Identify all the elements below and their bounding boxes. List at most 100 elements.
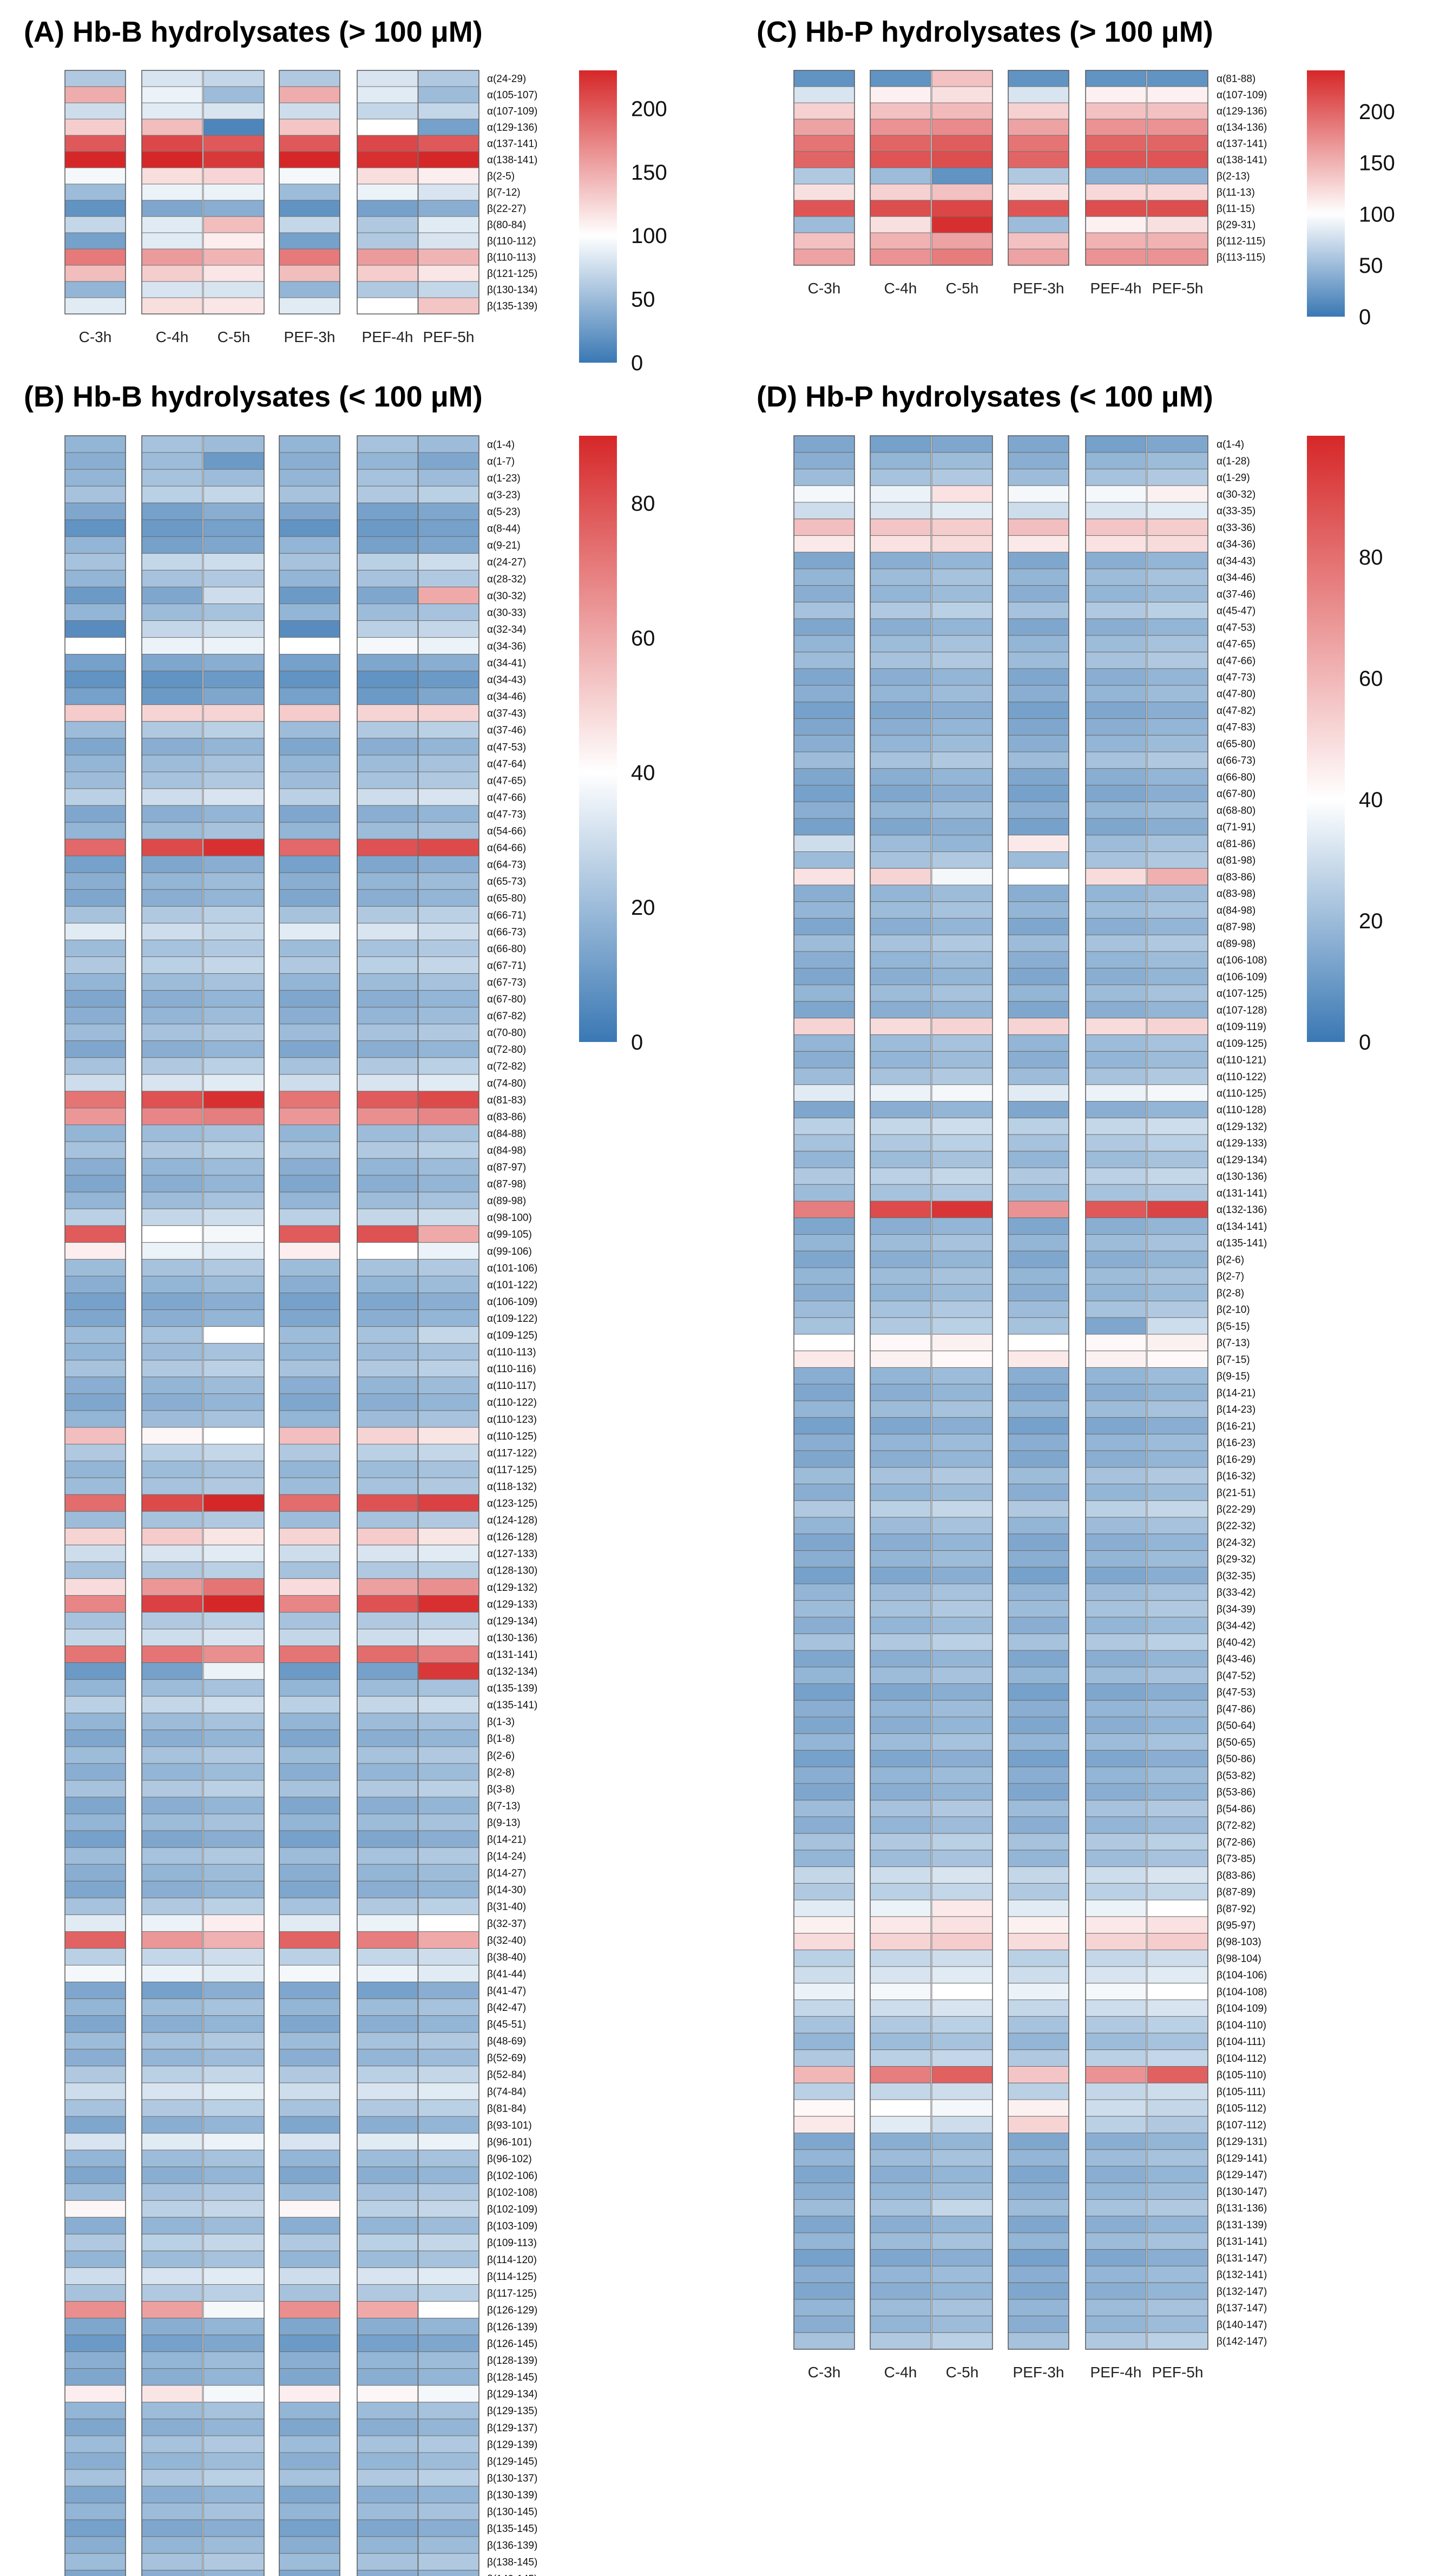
heatmap-cell: [870, 1034, 931, 1052]
heatmap-cell: [1147, 1617, 1208, 1634]
heatmap-cell: [279, 135, 340, 152]
row-label: β(129-137): [487, 2422, 537, 2434]
heatmap-cell: [203, 2553, 265, 2571]
heatmap-cell: [793, 2182, 855, 2200]
row-label: β(126-145): [487, 2338, 537, 2350]
heatmap-cell: [357, 1124, 418, 1142]
heatmap-cell: [793, 232, 855, 250]
heatmap-cell: [793, 1051, 855, 1069]
heatmap-cell: [64, 486, 126, 503]
heatmap-cell: [931, 2132, 993, 2150]
heatmap-cell: [931, 1883, 993, 1900]
heatmap-cell: [793, 1517, 855, 1535]
heatmap-cell: [203, 1191, 265, 1209]
heatmap-cell: [64, 2402, 126, 2420]
heatmap-cell: [1147, 1034, 1208, 1052]
heatmap-cell: [793, 1417, 855, 1434]
row-label: β(83-86): [1217, 1870, 1255, 1882]
heatmap-cell: [64, 889, 126, 907]
heatmap-cell: [1085, 502, 1147, 520]
heatmap-cell: [203, 721, 265, 739]
heatmap-cell: [64, 536, 126, 554]
row-label: β(2-10): [1217, 1305, 1250, 1316]
column-label: PEF-5h: [423, 329, 475, 345]
heatmap-cell: [931, 785, 993, 802]
heatmap-cell: [931, 232, 993, 250]
heatmap-cell: [1147, 1700, 1208, 1718]
heatmap-cell: [1147, 1683, 1208, 1701]
row-label: α(110-116): [487, 1364, 536, 1375]
heatmap-cell: [870, 1151, 931, 1169]
row-label: α(87-98): [487, 1179, 526, 1190]
heatmap-cell: [793, 86, 855, 103]
heatmap-cell: [141, 2066, 203, 2083]
row-label: α(106-108): [1217, 955, 1267, 966]
row-label: α(1-29): [1217, 473, 1250, 484]
heatmap-cell: [418, 1208, 479, 1226]
heatmap-cell: [141, 1880, 203, 1898]
heatmap-cell: [1008, 200, 1069, 217]
heatmap-cell: [1008, 884, 1069, 902]
heatmap-cell: [931, 1151, 993, 1169]
heatmap-cell: [141, 2553, 203, 2571]
heatmap-cell: [141, 805, 203, 823]
heatmap-cell: [870, 1966, 931, 1984]
row-label: β(7-15): [1217, 1354, 1250, 1366]
heatmap-cell: [418, 1191, 479, 1209]
heatmap-cell: [870, 702, 931, 719]
heatmap-cell: [1085, 468, 1147, 486]
heatmap-cell: [1008, 951, 1069, 969]
heatmap-cell: [279, 1377, 340, 1394]
heatmap-cell: [203, 738, 265, 756]
heatmap-cell: [793, 1284, 855, 1301]
heatmap-cell: [1147, 1783, 1208, 1801]
heatmap-cell: [931, 119, 993, 136]
row-label: β(131-139): [1217, 2219, 1267, 2231]
heatmap-cell: [64, 435, 126, 453]
heatmap-cell: [64, 1629, 126, 1647]
heatmap-cell: [870, 1168, 931, 1185]
heatmap-cell: [418, 1864, 479, 1882]
heatmap-cell: [64, 2318, 126, 2336]
heatmap-cell: [870, 2000, 931, 2017]
heatmap-cell: [64, 232, 126, 250]
heatmap-cell: [279, 2519, 340, 2537]
heatmap-cell: [1008, 984, 1069, 1002]
heatmap-cell: [793, 984, 855, 1002]
row-label: α(138-141): [1217, 155, 1267, 166]
row-label: α(37-46): [1217, 589, 1255, 600]
row-label: α(89-98): [1217, 938, 1255, 949]
heatmap-cell: [1085, 1800, 1147, 1817]
row-label: β(104-109): [1217, 2003, 1267, 2015]
heatmap-cell: [931, 1134, 993, 1152]
heatmap-cell: [418, 1074, 479, 1092]
heatmap-cell: [203, 200, 265, 217]
heatmap-cell: [1008, 1051, 1069, 1069]
heatmap-cell: [418, 1124, 479, 1142]
heatmap-cell: [203, 1124, 265, 1142]
heatmap-cell: [1147, 102, 1208, 120]
heatmap-cell: [1147, 1633, 1208, 1651]
heatmap-cell: [931, 1450, 993, 1468]
heatmap-cell: [418, 1646, 479, 1663]
heatmap-cell: [203, 1729, 265, 1747]
heatmap-cell: [793, 1566, 855, 1584]
heatmap-cell: [279, 1965, 340, 1983]
row-label: α(64-66): [487, 843, 526, 854]
row-label: β(105-110): [1217, 2070, 1266, 2081]
heatmap-cell: [1147, 1850, 1208, 1867]
heatmap-cell: [279, 183, 340, 201]
heatmap-cell: [1085, 1617, 1147, 1634]
heatmap-cell: [870, 868, 931, 886]
heatmap-cell: [141, 1544, 203, 1562]
row-label: β(53-86): [1217, 1787, 1255, 1798]
heatmap-cell: [1085, 718, 1147, 736]
column-group-outline: [793, 70, 855, 266]
heatmap-cell: [141, 70, 203, 87]
heatmap-cell: [1085, 2199, 1147, 2217]
heatmap-cell: [418, 1998, 479, 2016]
heatmap-cell: [870, 1650, 931, 1668]
heatmap-cell: [64, 2452, 126, 2470]
heatmap-cell: [1008, 1484, 1069, 1501]
heatmap-cell: [1008, 2149, 1069, 2167]
